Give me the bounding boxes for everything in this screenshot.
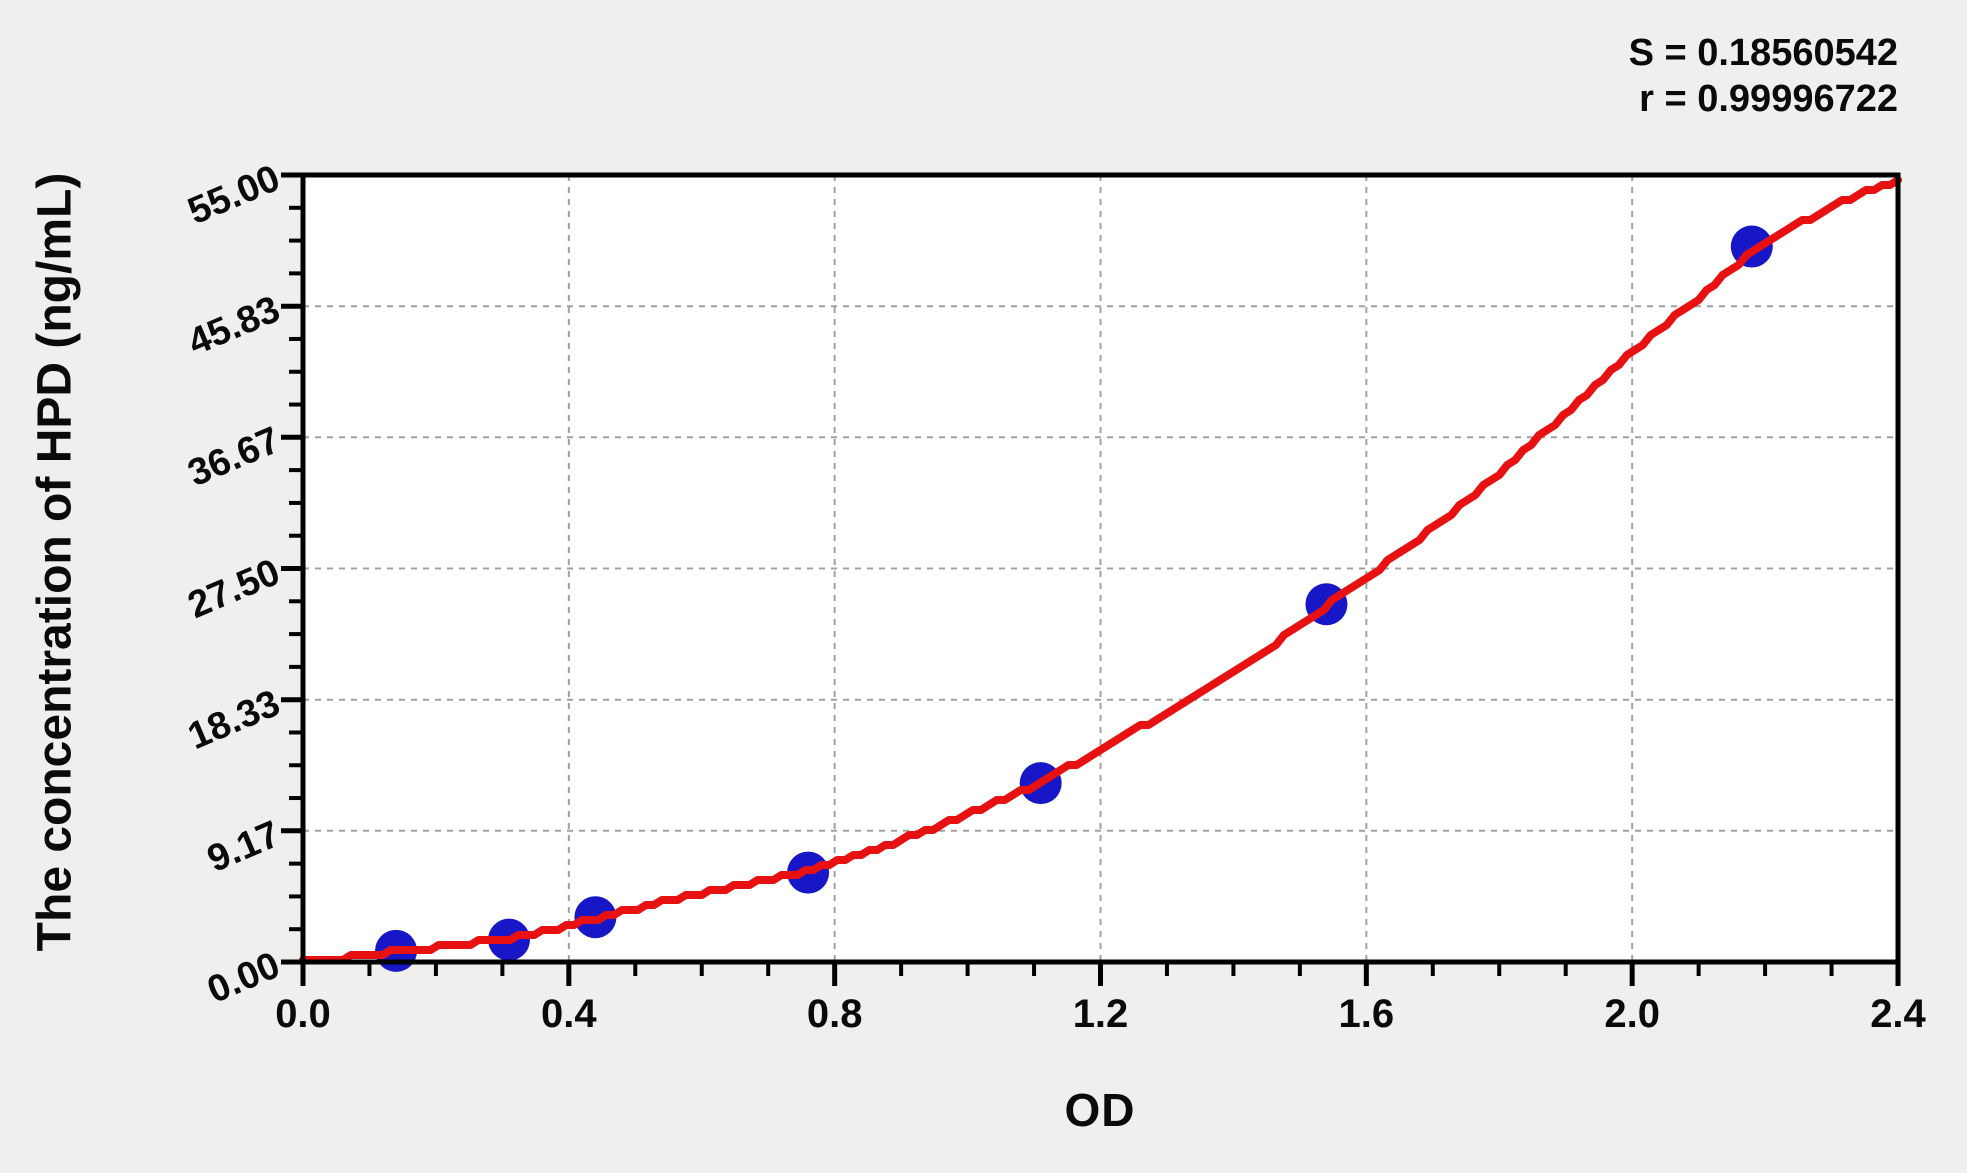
x-tick-label: 2.0 [1604,992,1660,1036]
x-tick-label: 0.4 [541,992,597,1036]
y-axis-title: The concentration of HPD (ng/mL) [28,172,82,952]
fit-statistics: S = 0.18560542 r = 0.99996722 [1629,30,1898,122]
stat-s-value: S = 0.18560542 [1628,32,1898,74]
x-axis-title: OD [1064,1084,1136,1136]
stat-r-value: r = 0.99996722 [1639,78,1898,120]
x-tick-label: 0.8 [806,992,863,1036]
x-tick-label: 0.0 [275,992,331,1036]
x-tick-label: 1.2 [1072,992,1129,1036]
gridlines [303,175,1898,962]
axis-ticks [281,172,1901,986]
x-tick-label: 1.6 [1338,992,1395,1036]
x-tick-label: 2.4 [1870,992,1926,1036]
fitted-curve [299,176,1902,964]
